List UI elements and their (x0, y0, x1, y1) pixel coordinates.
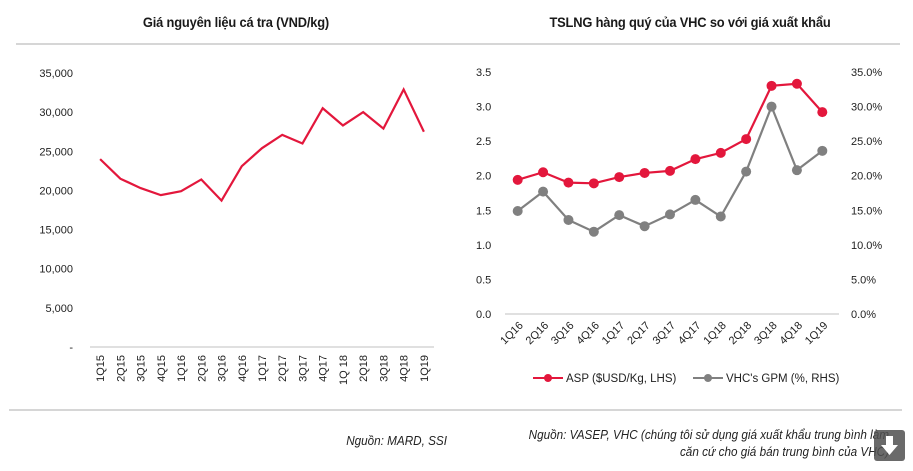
right-y-left-tick-label: 0.5 (476, 274, 491, 286)
right-series-point (512, 205, 523, 216)
left-x-tick-label: 2Q17 (277, 355, 289, 382)
right-y-right-tick-label: 30.0% (851, 102, 882, 114)
right-y-left-tick-label: 0.0 (476, 309, 491, 321)
right-y-left-tick-label: 3.0 (476, 102, 491, 114)
right-x-tick-label: 3Q17 (651, 320, 679, 348)
right-y-right-tick-label: 20.0% (851, 171, 882, 183)
left-x-tick-label: 3Q15 (136, 355, 148, 382)
left-y-tick-label: - (69, 342, 73, 354)
left-x-tick-label: 3Q17 (297, 355, 309, 382)
right-x-tick-label: 2Q18 (727, 320, 755, 348)
right-source-note: Nguồn: VASEP, VHC (chúng tôi sử dụng giá… (421, 426, 889, 460)
right-series-point (690, 194, 701, 205)
right-x-tick-label: 1Q16 (498, 320, 526, 348)
left-x-tick-label: 2Q16 (196, 355, 208, 382)
right-source-line-2: căn cứ cho giá bán trung bình của VHC) (679, 444, 889, 459)
right-series-point (741, 134, 752, 145)
right-x-tick-label: 1Q17 (600, 320, 628, 348)
left-chart-title: Giá nguyên liệu cá tra (VND/kg) (142, 14, 330, 30)
right-series-point (715, 211, 726, 222)
download-button[interactable] (874, 430, 905, 461)
right-series-point (588, 178, 599, 189)
right-series-point (665, 165, 675, 176)
left-x-tick-label: 4Q17 (318, 355, 330, 382)
legend-marker-icon (704, 374, 712, 382)
right-x-tick-label: 4Q18 (778, 320, 806, 348)
right-series-point (791, 165, 802, 176)
left-y-tick-label: 35,000 (39, 68, 73, 80)
left-x-tick-label: 2Q18 (358, 355, 370, 382)
right-y-right-tick-label: 5.0% (851, 274, 876, 286)
right-series-point (538, 186, 549, 197)
download-arrow-icon (881, 436, 898, 455)
left-x-tick-label: 4Q18 (399, 355, 411, 382)
right-series-point (715, 147, 726, 158)
right-series-point (639, 221, 650, 232)
left-y-tick-label: 25,000 (39, 146, 73, 158)
left-x-tick-label: 2Q15 (115, 355, 127, 382)
left-x-tick-label: 1Q16 (176, 355, 188, 382)
legend-marker-icon (544, 374, 552, 382)
right-title-rule (460, 43, 900, 45)
right-x-tick-label: 2Q16 (524, 320, 552, 348)
right-series-point (538, 167, 549, 178)
left-x-tick-label: 1Q15 (95, 355, 107, 382)
right-series-point (614, 210, 625, 221)
right-series-point (665, 209, 675, 220)
right-y-right-tick-label: 25.0% (851, 136, 882, 148)
right-y-left-tick-label: 1.5 (476, 205, 491, 217)
right-x-tick-label: 3Q18 (752, 320, 780, 348)
left-x-tick-label: 1Q17 (257, 355, 269, 382)
right-x-tick-label: 4Q17 (676, 320, 704, 348)
right-series-point (563, 214, 574, 225)
right-y-right-tick-label: 15.0% (851, 205, 882, 217)
footer-rule (9, 409, 902, 411)
right-series-point (766, 80, 777, 91)
right-series-point (639, 167, 650, 178)
right-series-point (817, 145, 828, 156)
right-series-point (741, 166, 752, 177)
right-y-left-tick-label: 1.0 (476, 240, 491, 252)
right-series-point (563, 177, 574, 188)
right-series-point (791, 78, 802, 89)
left-title-rule (16, 43, 460, 45)
right-series-point (817, 107, 828, 118)
right-chart-title: TSLNG hàng quý của VHC so với giá xuất k… (549, 14, 831, 30)
right-x-tick-label: 1Q18 (701, 320, 729, 348)
right-series-point (588, 226, 599, 237)
left-y-tick-label: 20,000 (39, 185, 73, 197)
right-x-tick-label: 4Q16 (574, 320, 602, 348)
right-y-left-tick-label: 2.5 (476, 136, 491, 148)
right-y-left-tick-label: 3.5 (476, 67, 491, 79)
right-x-tick-label: 2Q17 (625, 320, 653, 348)
right-y-left-tick-label: 2.0 (476, 171, 491, 183)
right-source-line-1: Nguồn: VASEP, VHC (chúng tôi sử dụng giá… (528, 427, 889, 442)
right-series-point (512, 174, 523, 185)
left-y-tick-label: 15,000 (39, 225, 73, 237)
right-x-tick-label: 1Q19 (803, 320, 831, 348)
left-x-tick-label: 1Q19 (419, 355, 431, 382)
right-series-point (614, 172, 625, 183)
left-x-tick-label: 4Q15 (156, 355, 168, 382)
left-y-tick-label: 10,000 (39, 264, 73, 276)
right-x-tick-label: 3Q16 (549, 320, 577, 348)
left-source-note: Nguồn: MARD, SSI (346, 433, 447, 448)
right-series-point (766, 101, 777, 112)
left-y-tick-label: 30,000 (39, 107, 73, 119)
right-series-point (690, 154, 701, 165)
left-x-tick-label: 4Q16 (237, 355, 249, 382)
left-y-tick-label: 5,000 (45, 303, 73, 315)
left-x-tick-label: 3Q18 (378, 355, 390, 382)
left-x-tick-label: 3Q16 (217, 355, 229, 382)
left-x-tick-label: 1Q 18 (338, 355, 350, 385)
right-y-right-tick-label: 35.0% (851, 67, 882, 79)
legend-label: VHC's GPM (%, RHS) (726, 373, 840, 385)
legend-label: ASP ($USD/Kg, LHS) (566, 373, 677, 385)
left-series-line (99, 86, 425, 203)
right-y-right-tick-label: 10.0% (851, 240, 882, 252)
right-y-right-tick-label: 0.0% (851, 309, 876, 321)
